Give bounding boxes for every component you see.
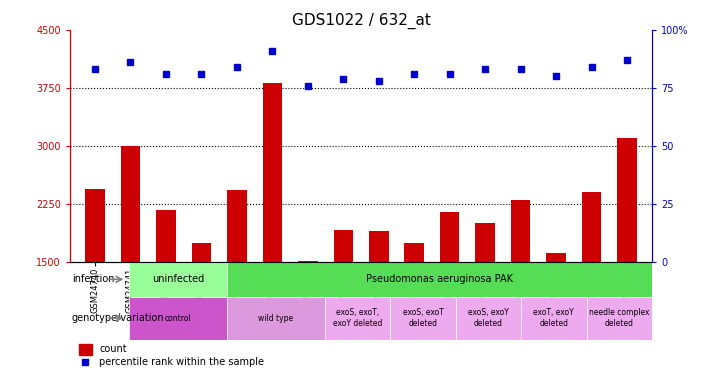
Bar [86, 189, 104, 262]
Text: infection: infection [72, 274, 114, 284]
Bar [227, 190, 247, 262]
Text: exoT, exoY
deleted: exoT, exoY deleted [533, 308, 574, 328]
Text: needle complex
deleted: needle complex deleted [589, 308, 650, 328]
Bar [369, 231, 388, 262]
Text: count: count [100, 344, 127, 354]
Bar [79, 344, 92, 355]
Bar [263, 82, 282, 262]
Bar [546, 253, 566, 262]
Bar [227, 262, 652, 297]
Bar [587, 297, 652, 340]
Title: GDS1022 / 632_at: GDS1022 / 632_at [292, 12, 430, 28]
Text: Pseudomonas aeruginosa PAK: Pseudomonas aeruginosa PAK [366, 274, 513, 284]
Text: percentile rank within the sample: percentile rank within the sample [100, 357, 264, 368]
Text: exoS, exoT,
exoY deleted: exoS, exoT, exoY deleted [333, 308, 383, 328]
Bar [440, 212, 459, 262]
Bar [521, 297, 587, 340]
Bar [325, 297, 390, 340]
Bar [298, 261, 318, 262]
Bar [191, 243, 211, 262]
Bar [129, 297, 227, 340]
Text: exoS, exoY
deleted: exoS, exoY deleted [468, 308, 509, 328]
Bar [475, 224, 495, 262]
Bar [618, 138, 637, 262]
Bar [227, 297, 325, 340]
Bar [334, 230, 353, 262]
Text: exoS, exoT
deleted: exoS, exoT deleted [402, 308, 444, 328]
Bar [129, 262, 227, 297]
Text: wild type: wild type [259, 314, 294, 322]
Text: genotype/variation: genotype/variation [72, 313, 164, 323]
Bar [404, 243, 424, 262]
Bar [511, 200, 531, 262]
Bar [390, 297, 456, 340]
Text: uninfected: uninfected [152, 274, 204, 284]
Bar [156, 210, 176, 262]
Bar [582, 192, 601, 262]
Bar [456, 297, 521, 340]
Text: control: control [165, 314, 191, 322]
Bar [121, 146, 140, 262]
